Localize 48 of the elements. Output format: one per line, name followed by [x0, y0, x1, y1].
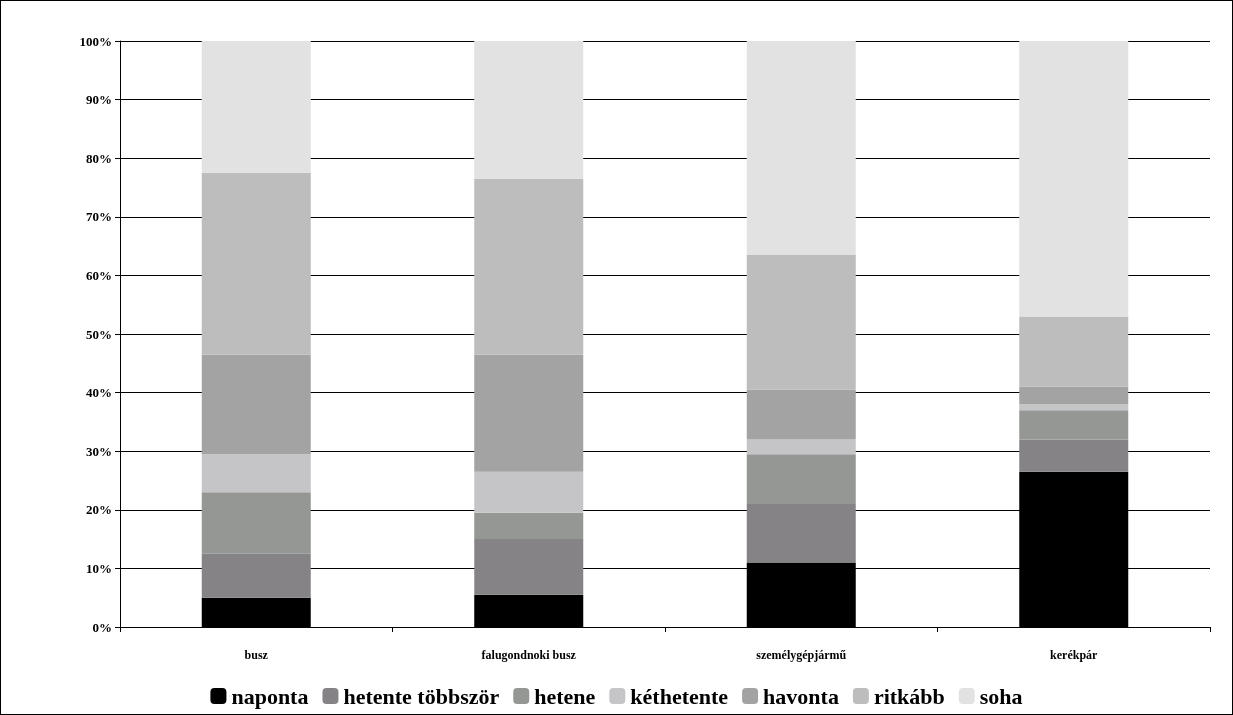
- bar: [201, 454, 311, 493]
- y-tick-label: 30%: [86, 443, 112, 459]
- y-tick-label: 40%: [86, 385, 112, 401]
- bar: [474, 354, 584, 472]
- x-tick-label: falugondnoki busz: [481, 648, 577, 662]
- y-tick-label: 100%: [79, 33, 112, 49]
- bar: [201, 492, 311, 554]
- bar: [1019, 41, 1129, 317]
- legend-label: havonta: [763, 683, 839, 709]
- bar: [201, 41, 311, 173]
- legend-label: ritkább: [873, 683, 945, 709]
- y-tick-label: 20%: [86, 502, 112, 518]
- y-tick-label: 50%: [86, 326, 112, 342]
- bar: [746, 439, 856, 455]
- bar: [746, 454, 856, 504]
- bar: [201, 597, 311, 627]
- y-tick-label: 10%: [86, 560, 112, 576]
- y-tick-label: 0%: [92, 619, 112, 635]
- legend-label: naponta: [231, 683, 309, 709]
- bar: [1019, 404, 1129, 411]
- bar: [1019, 410, 1129, 440]
- bar: [474, 512, 584, 540]
- bar: [746, 41, 856, 255]
- bar: [746, 254, 856, 390]
- legend-label: hetene: [534, 683, 596, 709]
- x-tick-label: személygépjármű: [756, 648, 847, 662]
- bar: [746, 503, 856, 563]
- bar: [474, 178, 584, 355]
- bar: [1019, 439, 1129, 472]
- bar: [1019, 386, 1129, 405]
- legend-label: kéthetente: [630, 683, 729, 709]
- bar: [474, 539, 584, 595]
- bar: [474, 594, 584, 627]
- legend-label: soha: [979, 683, 1023, 709]
- x-tick-label: busz: [244, 648, 269, 662]
- y-tick-label: 70%: [86, 209, 112, 225]
- legend-label: hetente többször: [343, 683, 500, 709]
- bar: [474, 471, 584, 513]
- y-tick-label: 90%: [86, 92, 112, 108]
- bar: [201, 354, 311, 455]
- bar: [201, 172, 311, 355]
- x-tick-label: kerékpár: [1050, 648, 1099, 662]
- y-tick-label: 60%: [86, 267, 112, 283]
- bar: [474, 41, 584, 179]
- bar: [746, 389, 856, 440]
- bar: [1019, 316, 1129, 387]
- y-tick-label: 80%: [86, 150, 112, 166]
- bar: [201, 553, 311, 598]
